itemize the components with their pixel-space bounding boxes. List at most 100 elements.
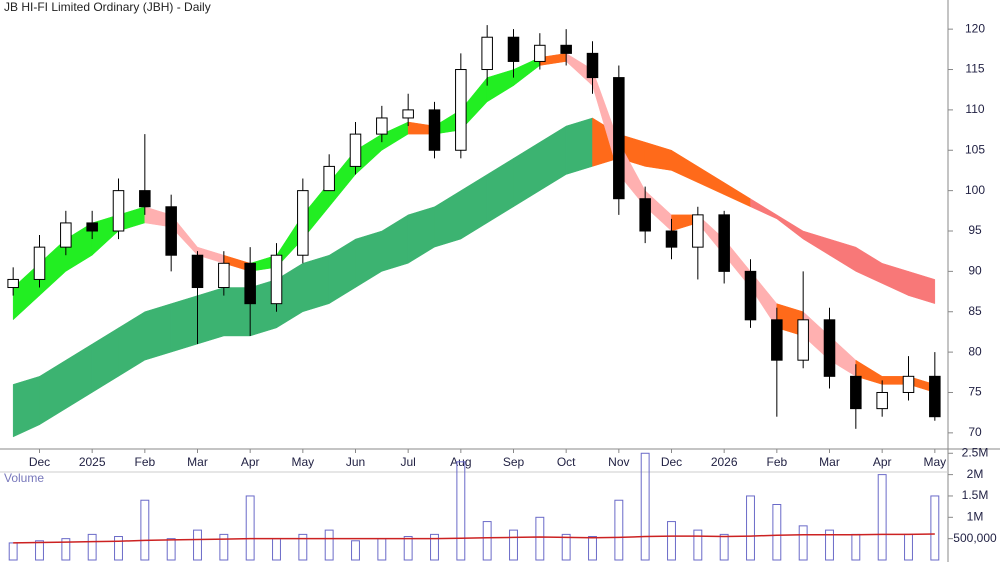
x-tick-label: Feb: [134, 455, 155, 469]
candle-body: [692, 214, 704, 248]
band-segment: [908, 271, 936, 305]
volume-bar: [456, 461, 466, 561]
x-tick-label: Dec: [661, 455, 682, 469]
y-tick-label: 120: [965, 21, 985, 35]
candle-body: [33, 246, 46, 280]
volume-bar: [561, 533, 571, 561]
volume-bar: [193, 529, 202, 561]
volume-bar: [403, 536, 413, 561]
candle-body: [718, 214, 730, 272]
chart-title: JB HI-FI Limited Ordinary (JBH) - Daily: [4, 0, 211, 14]
volume-bar: [535, 516, 545, 561]
x-tick-label: Oct: [557, 455, 576, 469]
volume-tick-label: 2.5M: [962, 445, 989, 459]
y-tick-label: 115: [965, 62, 984, 76]
x-tick-label: Jul: [400, 455, 415, 469]
x-tick-label: Apr: [873, 455, 892, 469]
volume-bar: [61, 538, 71, 561]
candle-body: [876, 391, 888, 410]
band-segment: [170, 295, 198, 353]
candle-body: [297, 190, 309, 256]
y-tick-label: 85: [968, 304, 982, 318]
volume-bar: [87, 533, 97, 561]
y-tick-label: 95: [968, 223, 982, 237]
volume-bar: [772, 504, 782, 561]
y-tick-label: 80: [968, 344, 982, 358]
volume-bar: [324, 529, 334, 561]
volume-bar: [877, 474, 887, 561]
volume-bar: [640, 452, 650, 561]
band-segment: [302, 254, 330, 313]
candle-body: [244, 262, 256, 305]
x-tick-label: Apr: [241, 455, 260, 469]
x-tick-label: Dec: [29, 455, 50, 469]
candle-body: [797, 319, 809, 361]
x-tick-label: Feb: [766, 455, 787, 469]
x-tick-label: Nov: [608, 455, 629, 469]
candle-body: [270, 254, 283, 305]
volume-bar: [825, 529, 834, 561]
volume-tick-label: 500,000: [953, 531, 997, 545]
y-tick-label: 100: [965, 183, 985, 197]
candle-body: [428, 109, 441, 151]
candle-body: [507, 36, 520, 62]
volume-bar: [904, 533, 913, 561]
candle-body: [60, 222, 72, 248]
candle-body: [112, 190, 125, 232]
x-tick-label: 2025: [79, 455, 106, 469]
candle-body: [376, 117, 388, 135]
candle-body: [218, 262, 230, 289]
volume-bar: [746, 495, 755, 561]
volume-bar: [8, 542, 18, 561]
y-tick-label: 90: [968, 264, 982, 278]
volume-bar: [166, 538, 176, 561]
candle-body: [586, 52, 599, 79]
candle-body: [534, 44, 546, 62]
y-tick-label: 75: [968, 385, 982, 399]
x-tick-label: Mar: [819, 455, 840, 469]
volume-bar: [693, 529, 703, 561]
volume-bar: [140, 499, 150, 561]
y-tick-label: 105: [965, 142, 985, 156]
candle-body: [665, 230, 678, 248]
volume-bar: [509, 529, 518, 561]
candle-body: [455, 69, 467, 151]
volume-tick-label: 1.5M: [962, 488, 989, 502]
candle-body: [481, 36, 493, 71]
x-tick-label: May: [923, 455, 946, 469]
candle-body: [86, 222, 98, 232]
volume-bar: [482, 521, 492, 561]
candle-body: [139, 190, 151, 208]
volume-bar: [272, 538, 281, 561]
candle-body: [902, 375, 915, 393]
x-tick-label: 2026: [711, 455, 738, 469]
volume-title: Volume: [4, 471, 44, 485]
volume-bar: [430, 533, 439, 561]
band-segment: [144, 303, 172, 361]
volume-bar: [614, 499, 624, 561]
candle-body: [771, 319, 783, 361]
candle-body: [402, 109, 414, 119]
volume-average: [13, 533, 935, 544]
candle-body: [349, 133, 362, 167]
volume-bar: [114, 536, 123, 561]
candle-body: [7, 278, 19, 289]
candle-body: [165, 206, 177, 256]
volume-bar: [719, 533, 729, 561]
y-tick-label: 70: [968, 425, 982, 439]
candle-body: [823, 319, 836, 377]
volume-bar: [588, 536, 597, 561]
volume-tick-label: 1M: [967, 509, 984, 523]
volume-bar: [377, 538, 387, 561]
candle-body: [613, 77, 625, 200]
volume-bar: [798, 525, 808, 561]
y-tick-label: 110: [965, 102, 984, 116]
candle-body: [560, 44, 572, 54]
candle-body: [639, 198, 651, 232]
candle-body: [744, 270, 757, 321]
x-tick-label: Jun: [346, 455, 365, 469]
volume-bar: [245, 495, 255, 561]
volume-bar: [219, 533, 229, 561]
x-tick-label: Mar: [187, 455, 208, 469]
